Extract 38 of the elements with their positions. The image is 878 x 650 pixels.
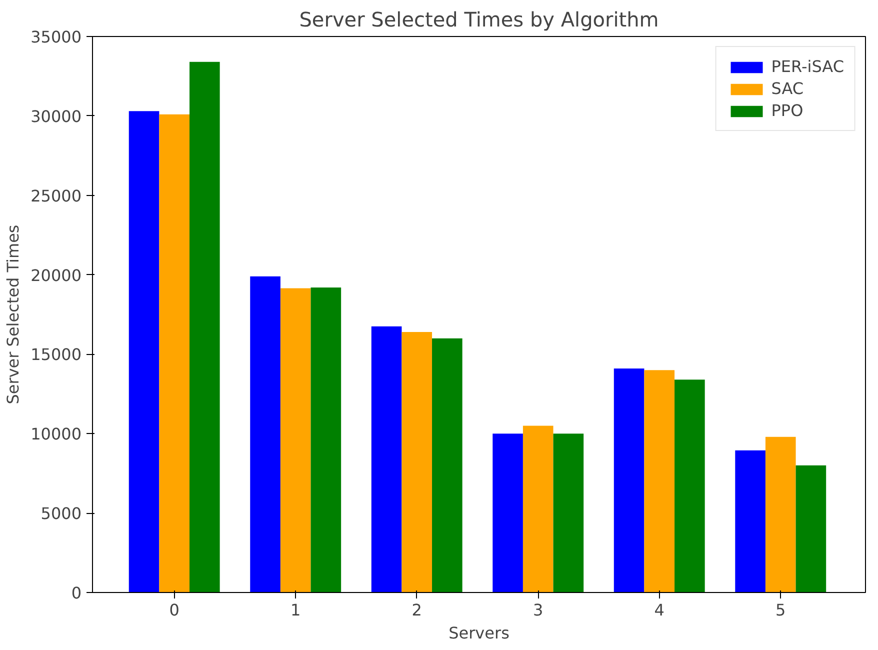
bar: [522, 426, 554, 592]
y-axis-title: Server Selected Times: [4, 224, 23, 404]
bar: [765, 436, 796, 592]
x-tick-label: 4: [654, 600, 664, 620]
bar: [280, 288, 311, 592]
x-tick-label: 5: [776, 600, 786, 620]
y-tick-label: 25000: [30, 186, 82, 206]
y-tick-label: 5000: [40, 504, 82, 524]
bar: [492, 434, 523, 592]
y-tick-label: 30000: [30, 106, 82, 126]
bar: [371, 326, 402, 592]
bar: [432, 338, 462, 592]
x-tick-label: 2: [412, 600, 422, 620]
bar: [796, 465, 826, 592]
bar: [553, 434, 584, 592]
y-tick-label: 20000: [30, 266, 82, 285]
y-tick-label: 35000: [30, 28, 82, 46]
x-axis-title: Servers: [448, 624, 510, 642]
y-tick-label: 15000: [30, 345, 82, 364]
x-tick-label: 3: [533, 600, 544, 620]
bar: [614, 368, 644, 592]
y-tick-label: 0: [71, 584, 82, 602]
chart-title: Server Selected Times by Algorithm: [299, 8, 659, 32]
legend-label: PPO: [771, 101, 804, 120]
bar: [159, 114, 190, 592]
bar: [310, 287, 342, 592]
legend-label: SAC: [771, 79, 804, 98]
bar: [128, 111, 160, 592]
y-tick-label: 10000: [30, 424, 82, 444]
bar: [735, 450, 766, 592]
x-tick-label: 0: [169, 600, 180, 620]
bar: [250, 276, 280, 592]
bar: [190, 62, 220, 592]
x-tick-label: 1: [290, 600, 301, 620]
bar: [674, 380, 705, 592]
bar: [644, 370, 675, 592]
bar: [402, 332, 432, 592]
legend-label: PER-iSAC: [771, 57, 844, 76]
